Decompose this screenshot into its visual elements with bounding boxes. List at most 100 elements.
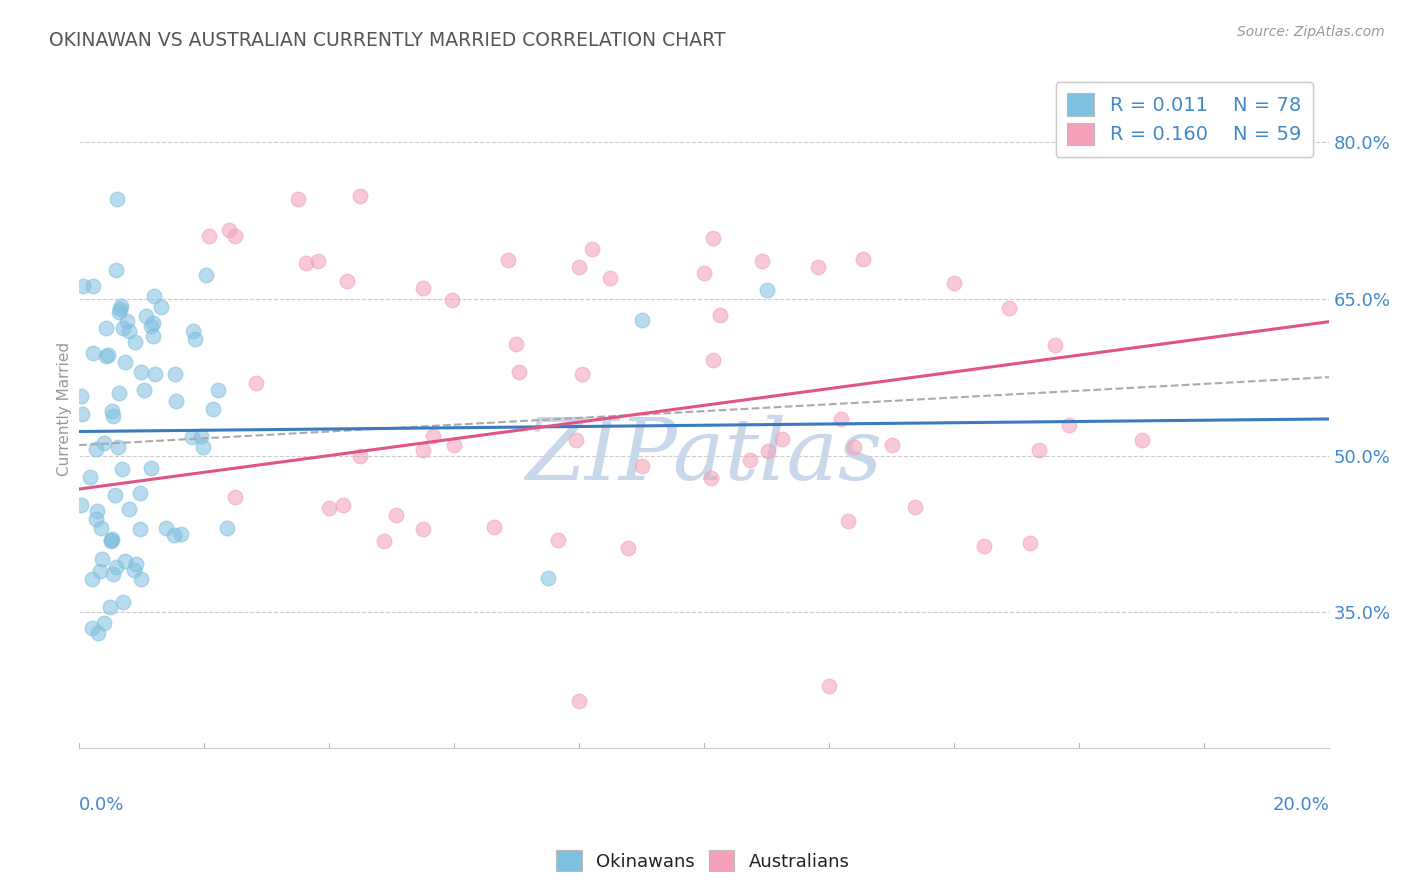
Point — [89, 564, 111, 578]
Point — [1057, 417, 1080, 432]
Point — [80, 621, 103, 635]
Point — [385, 508, 408, 522]
Point — [336, 273, 359, 287]
Point — [565, 434, 588, 448]
Point — [135, 309, 157, 323]
Point — [904, 500, 927, 514]
Point — [108, 305, 131, 319]
Point — [770, 432, 793, 446]
Point — [129, 485, 152, 500]
Point — [702, 352, 724, 367]
Point — [150, 300, 173, 314]
Point — [108, 302, 131, 317]
Point — [224, 491, 246, 505]
Point — [537, 571, 560, 585]
Point — [318, 500, 340, 515]
Point — [105, 192, 128, 206]
Point — [110, 462, 132, 476]
Text: OKINAWAN VS AUSTRALIAN CURRENTLY MARRIED CORRELATION CHART: OKINAWAN VS AUSTRALIAN CURRENTLY MARRIED… — [49, 31, 725, 50]
Point — [84, 512, 107, 526]
Point — [751, 253, 773, 268]
Point — [115, 314, 138, 328]
Point — [880, 438, 903, 452]
Point — [440, 293, 463, 307]
Point — [568, 694, 591, 708]
Point — [581, 242, 603, 256]
Point — [218, 223, 240, 237]
Point — [128, 523, 150, 537]
Point — [82, 278, 104, 293]
Point — [807, 260, 830, 274]
Point — [145, 368, 167, 382]
Point — [104, 262, 127, 277]
Point — [90, 552, 112, 566]
Text: Source: ZipAtlas.com: Source: ZipAtlas.com — [1237, 25, 1385, 39]
Point — [837, 515, 859, 529]
Point — [100, 533, 122, 548]
Point — [143, 289, 166, 303]
Point — [851, 252, 873, 266]
Point — [547, 533, 569, 548]
Point — [100, 533, 122, 547]
Point — [129, 366, 152, 380]
Point — [830, 412, 852, 426]
Point — [332, 498, 354, 512]
Point — [142, 317, 165, 331]
Point — [101, 566, 124, 581]
Point — [630, 313, 652, 327]
Point — [72, 279, 94, 293]
Point — [181, 324, 204, 338]
Point — [155, 521, 177, 535]
Point — [1043, 337, 1066, 351]
Point — [197, 229, 219, 244]
Point — [181, 430, 204, 444]
Point — [373, 534, 395, 549]
Point — [412, 522, 434, 536]
Point — [80, 572, 103, 586]
Point — [93, 435, 115, 450]
Point — [104, 488, 127, 502]
Point — [630, 458, 652, 473]
Point — [709, 308, 731, 322]
Point — [702, 231, 724, 245]
Point — [184, 332, 207, 346]
Point — [599, 270, 621, 285]
Point — [96, 320, 118, 334]
Point — [224, 228, 246, 243]
Point — [112, 320, 135, 334]
Point — [170, 527, 193, 541]
Point — [110, 299, 132, 313]
Point — [129, 572, 152, 586]
Point — [998, 301, 1021, 315]
Point — [738, 453, 761, 467]
Point — [422, 429, 444, 443]
Legend: R = 0.011    N = 78, R = 0.160    N = 59: R = 0.011 N = 78, R = 0.160 N = 59 — [1056, 82, 1313, 157]
Point — [568, 260, 591, 275]
Point — [412, 443, 434, 458]
Point — [141, 318, 163, 333]
Point — [195, 268, 218, 282]
Point — [118, 324, 141, 338]
Point — [84, 442, 107, 457]
Point — [295, 255, 318, 269]
Point — [349, 189, 371, 203]
Point — [973, 539, 995, 553]
Point — [101, 409, 124, 424]
Point — [162, 528, 184, 542]
Point — [190, 429, 212, 443]
Point — [163, 368, 186, 382]
Point — [114, 355, 136, 369]
Y-axis label: Currently Married: Currently Married — [58, 342, 72, 475]
Point — [1019, 535, 1042, 549]
Point — [82, 345, 104, 359]
Point — [818, 679, 841, 693]
Point — [207, 384, 229, 398]
Point — [104, 560, 127, 574]
Point — [94, 349, 117, 363]
Point — [217, 521, 239, 535]
Point — [139, 460, 162, 475]
Point — [496, 253, 519, 268]
Point — [70, 407, 93, 421]
Point — [482, 520, 505, 534]
Point — [1130, 433, 1153, 447]
